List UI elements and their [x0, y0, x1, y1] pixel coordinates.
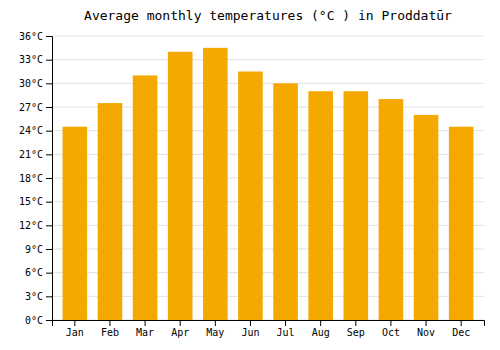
- x-tick-mark: [74, 320, 75, 326]
- y-tick: 9°C: [25, 244, 52, 255]
- bar: [238, 72, 263, 321]
- x-tick-label: Sep: [347, 327, 365, 338]
- y-tick-label: 30°C: [19, 78, 43, 89]
- y-tick-label: 36°C: [19, 31, 43, 42]
- y-tick-mark: [46, 83, 52, 84]
- y-tick: 21°C: [19, 149, 52, 160]
- x-tick-mark: [145, 320, 146, 326]
- y-tick: 15°C: [19, 196, 52, 207]
- y-tick-mark: [46, 273, 52, 274]
- y-tick: 27°C: [19, 102, 52, 113]
- y-tick: 6°C: [25, 267, 52, 278]
- y-tick-mark: [46, 320, 52, 321]
- y-tick-label: 21°C: [19, 149, 43, 160]
- plot-area: [63, 48, 474, 320]
- grid-line: [52, 59, 484, 60]
- x-tick: Aug: [312, 320, 330, 338]
- title: Average monthly temperatures (°C ) in Pr…: [84, 8, 452, 23]
- x-tick-mark: [355, 320, 356, 326]
- x-tick: Jun: [241, 320, 259, 338]
- y-tick: 36°C: [19, 31, 52, 42]
- bar: [133, 75, 158, 320]
- bar: [449, 127, 474, 320]
- y-tick: 18°C: [19, 173, 52, 184]
- x-tick-label: Jan: [66, 327, 84, 338]
- y-tick: 0°C: [25, 315, 52, 326]
- bar: [308, 91, 333, 320]
- bar: [414, 115, 439, 320]
- x-tick-label: May: [206, 327, 224, 338]
- x-tick: Jul: [277, 320, 295, 338]
- x-tick-label: Jul: [277, 327, 295, 338]
- grid: [52, 36, 484, 320]
- x-tick: Apr: [171, 320, 189, 338]
- y-tick-label: 6°C: [25, 267, 43, 278]
- x-tick-mark: [461, 320, 462, 326]
- y-tick-mark: [46, 296, 52, 297]
- y-tick-label: 18°C: [19, 173, 43, 184]
- x-tick: May: [206, 320, 224, 338]
- y-axis-line: [46, 37, 53, 321]
- bar: [379, 99, 404, 320]
- y-tick-label: 33°C: [19, 54, 43, 65]
- x-tick-mark: [285, 320, 286, 326]
- bar: [98, 103, 123, 320]
- x-tick-mark: [180, 320, 181, 326]
- bar: [168, 52, 193, 320]
- y-tick-mark: [46, 249, 52, 250]
- x-tick: Jan: [66, 320, 84, 338]
- x-tick: Sep: [347, 320, 365, 338]
- bar: [273, 83, 298, 320]
- x-axis-line: [53, 321, 485, 327]
- grid-line: [52, 83, 484, 84]
- x-tick-label: Oct: [382, 327, 400, 338]
- x-tick: Mar: [136, 320, 154, 338]
- x-tick-label: Feb: [101, 327, 119, 338]
- x-tick-mark: [390, 320, 391, 326]
- x-tick-mark: [426, 320, 427, 326]
- y-tick-mark: [46, 36, 52, 37]
- y-tick-mark: [46, 131, 52, 132]
- x-tick-label: Dec: [452, 327, 470, 338]
- y-axis: 0°C 3°C 6°C 9°C 12°C 15°C 18°C 21°C 24°C 27°C 30°C…: [19, 31, 53, 326]
- y-tick-label: 12°C: [19, 220, 43, 231]
- y-tick: 24°C: [19, 125, 52, 136]
- x-tick-label: Aug: [312, 327, 330, 338]
- x-tick: Oct: [382, 320, 400, 338]
- x-tick-mark: [215, 320, 216, 326]
- x-tick-mark: [320, 320, 321, 326]
- x-tick: Dec: [452, 320, 470, 338]
- x-tick-label: Jun: [241, 327, 259, 338]
- x-tick-mark: [250, 320, 251, 326]
- bar: [344, 91, 369, 320]
- y-tick-mark: [46, 154, 52, 155]
- y-tick: 3°C: [25, 291, 52, 302]
- y-tick: 30°C: [19, 78, 52, 89]
- y-tick-label: 15°C: [19, 196, 43, 207]
- y-tick-mark: [46, 107, 52, 108]
- x-tick-mark: [109, 320, 110, 326]
- x-tick-label: Mar: [136, 327, 154, 338]
- x-tick-label: Nov: [417, 327, 435, 338]
- y-tick-label: 9°C: [25, 244, 43, 255]
- y-tick-mark: [46, 60, 52, 61]
- x-tick: Nov: [417, 320, 435, 338]
- grid-line: [52, 36, 484, 37]
- y-tick-label: 27°C: [19, 102, 43, 113]
- y-tick: 33°C: [19, 54, 52, 65]
- bar: [63, 127, 88, 320]
- y-tick-mark: [46, 202, 52, 203]
- y-tick-label: 3°C: [25, 291, 43, 302]
- bar: [203, 48, 228, 320]
- x-tick-label: Apr: [171, 327, 189, 338]
- y-tick-mark: [46, 225, 52, 226]
- y-tick-label: 0°C: [25, 315, 43, 326]
- x-tick: Feb: [101, 320, 119, 338]
- x-axis: Jan Feb Mar Apr May Jun Jul Aug Sep Oct Nov Dec: [53, 320, 485, 338]
- y-tick: 12°C: [19, 220, 52, 231]
- chart: 0°C 3°C 6°C 9°C 12°C 15°C 18°C 21°C 24°C 27°C 30°C…: [0, 0, 500, 350]
- y-tick-mark: [46, 178, 52, 179]
- y-tick-label: 24°C: [19, 125, 43, 136]
